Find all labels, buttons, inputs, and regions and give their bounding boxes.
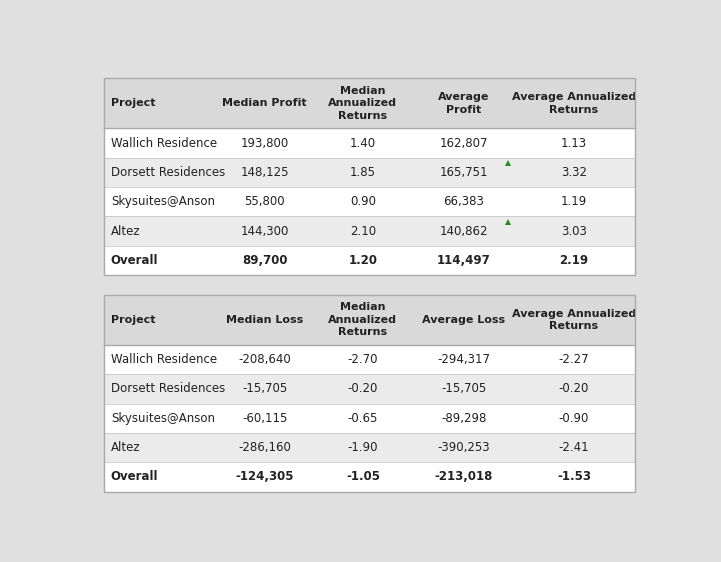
Text: Average Annualized
Returns: Average Annualized Returns: [512, 92, 636, 115]
Text: -15,705: -15,705: [441, 382, 487, 395]
Text: -89,298: -89,298: [441, 412, 487, 425]
Bar: [104, 129, 635, 158]
Text: 1.20: 1.20: [348, 254, 377, 267]
Text: Skysuites@Anson: Skysuites@Anson: [111, 412, 215, 425]
Text: Overall: Overall: [111, 470, 159, 483]
Text: 3.03: 3.03: [561, 225, 587, 238]
Text: Altez: Altez: [111, 225, 141, 238]
Bar: [104, 216, 635, 246]
Bar: [104, 246, 635, 275]
Text: Wallich Residence: Wallich Residence: [111, 353, 217, 366]
Bar: [104, 462, 635, 492]
Text: Median
Annualized
Returns: Median Annualized Returns: [328, 302, 397, 337]
Bar: [104, 187, 635, 216]
Text: -60,115: -60,115: [242, 412, 288, 425]
Text: 0.90: 0.90: [350, 196, 376, 209]
Text: Median Profit: Median Profit: [222, 98, 307, 108]
Text: Average
Profit: Average Profit: [438, 92, 490, 115]
Bar: [104, 158, 635, 187]
Text: -1.05: -1.05: [346, 470, 380, 483]
Bar: [104, 78, 635, 275]
Text: 1.19: 1.19: [561, 196, 587, 209]
Text: 1.13: 1.13: [561, 137, 587, 149]
Bar: [104, 345, 635, 374]
Text: Median Loss: Median Loss: [226, 315, 304, 325]
Text: Project: Project: [111, 315, 155, 325]
Text: -0.20: -0.20: [348, 382, 378, 395]
Bar: [104, 374, 635, 404]
Text: -0.20: -0.20: [559, 382, 589, 395]
Text: 144,300: 144,300: [241, 225, 289, 238]
Text: -2.70: -2.70: [348, 353, 378, 366]
Text: -286,160: -286,160: [238, 441, 291, 454]
Text: 2.19: 2.19: [559, 254, 588, 267]
Text: 1.85: 1.85: [350, 166, 376, 179]
Text: Dorsett Residences: Dorsett Residences: [111, 166, 225, 179]
Text: 66,383: 66,383: [443, 196, 485, 209]
Text: Dorsett Residences: Dorsett Residences: [111, 382, 225, 395]
Text: Overall: Overall: [111, 254, 159, 267]
Bar: [104, 294, 635, 345]
Text: -294,317: -294,317: [437, 353, 490, 366]
Text: Altez: Altez: [111, 441, 141, 454]
Text: -1.90: -1.90: [348, 441, 378, 454]
Text: -15,705: -15,705: [242, 382, 287, 395]
Text: -0.65: -0.65: [348, 412, 378, 425]
Text: Wallich Residence: Wallich Residence: [111, 137, 217, 149]
Text: 193,800: 193,800: [241, 137, 289, 149]
Text: Skysuites@Anson: Skysuites@Anson: [111, 196, 215, 209]
Text: 114,497: 114,497: [437, 254, 490, 267]
Bar: [104, 404, 635, 433]
Text: Project: Project: [111, 98, 155, 108]
Text: -124,305: -124,305: [236, 470, 294, 483]
Bar: [104, 294, 635, 492]
Bar: [104, 78, 635, 129]
Text: 148,125: 148,125: [240, 166, 289, 179]
Text: -0.90: -0.90: [559, 412, 589, 425]
Text: 3.32: 3.32: [561, 166, 587, 179]
Text: 55,800: 55,800: [244, 196, 285, 209]
Text: -2.27: -2.27: [559, 353, 589, 366]
Text: Median
Annualized
Returns: Median Annualized Returns: [328, 86, 397, 121]
Text: -1.53: -1.53: [557, 470, 591, 483]
Bar: [104, 433, 635, 462]
Text: 89,700: 89,700: [242, 254, 288, 267]
Text: 162,807: 162,807: [440, 137, 488, 149]
Text: -213,018: -213,018: [435, 470, 493, 483]
Text: 165,751: 165,751: [440, 166, 488, 179]
Text: -208,640: -208,640: [239, 353, 291, 366]
Text: Average Loss: Average Loss: [423, 315, 505, 325]
Text: Average Annualized
Returns: Average Annualized Returns: [512, 309, 636, 331]
Text: 1.40: 1.40: [350, 137, 376, 149]
Text: 140,862: 140,862: [440, 225, 488, 238]
Text: -2.41: -2.41: [559, 441, 589, 454]
Text: 2.10: 2.10: [350, 225, 376, 238]
Text: -390,253: -390,253: [438, 441, 490, 454]
